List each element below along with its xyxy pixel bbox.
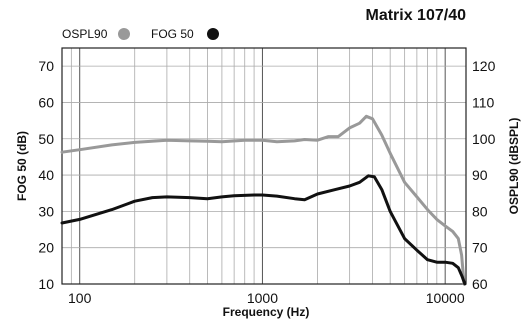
y-tick-label-right: 90 bbox=[472, 167, 488, 183]
legend-marker-fog50 bbox=[207, 28, 219, 40]
legend-marker-ospl90 bbox=[118, 28, 130, 40]
y-axis-label-left: FOG 50 (dB) bbox=[15, 131, 29, 201]
y-tick-label-left: 20 bbox=[38, 240, 54, 256]
y-tick-label-left: 40 bbox=[38, 167, 54, 183]
y-tick-label-left: 50 bbox=[38, 131, 54, 147]
y-tick-label-left: 60 bbox=[38, 94, 54, 110]
y-tick-label-right: 100 bbox=[472, 131, 496, 147]
left-tick-labels: 10 20 30 40 50 60 70 bbox=[38, 58, 54, 292]
legend: OSPL90 FOG 50 bbox=[62, 27, 219, 41]
y-tick-label-right: 110 bbox=[472, 94, 495, 110]
y-tick-label-right: 60 bbox=[472, 276, 488, 292]
x-tick-label: 100 bbox=[68, 290, 92, 306]
y-tick-label-left: 10 bbox=[38, 276, 54, 292]
x-tick-label: 1000 bbox=[247, 290, 278, 306]
y-tick-label-left: 70 bbox=[38, 58, 54, 74]
x-tick-labels: 100 1000 10000 bbox=[68, 290, 465, 306]
x-tick-label: 10000 bbox=[426, 290, 465, 306]
legend-label-fog50: FOG 50 bbox=[151, 27, 194, 41]
series-line-fog50 bbox=[60, 174, 467, 286]
legend-label-ospl90: OSPL90 bbox=[62, 27, 108, 41]
right-tick-labels: 60 70 80 90 100 110 120 bbox=[472, 58, 496, 292]
y-tick-label-right: 120 bbox=[472, 58, 496, 74]
y-tick-label-right: 80 bbox=[472, 203, 488, 219]
series-lines bbox=[60, 114, 467, 286]
y-tick-label-left: 30 bbox=[38, 203, 54, 219]
series-line-ospl90 bbox=[60, 114, 466, 286]
chart-title: Matrix 107/40 bbox=[365, 7, 466, 24]
y-axis-label-right: OSPL90 (dBSPL) bbox=[507, 118, 521, 215]
plot-frame bbox=[61, 47, 467, 285]
y-tick-label-right: 70 bbox=[472, 240, 488, 256]
x-axis-label: Frequency (Hz) bbox=[223, 305, 310, 319]
grid-lines bbox=[61, 48, 466, 285]
